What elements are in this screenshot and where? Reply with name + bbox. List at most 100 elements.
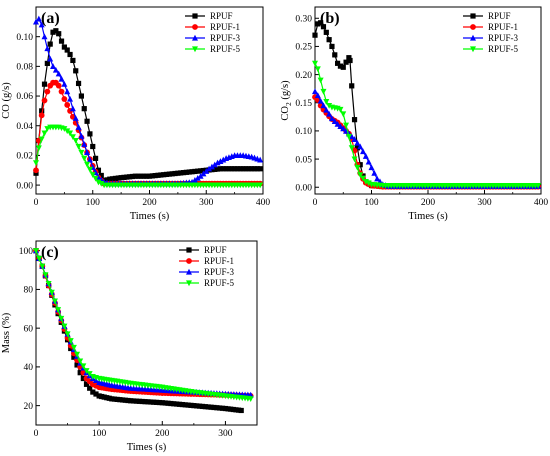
data-point — [354, 164, 361, 171]
data-point — [44, 88, 51, 95]
data-point — [90, 389, 96, 395]
data-point — [36, 255, 43, 262]
data-point — [332, 52, 338, 58]
data-point — [78, 149, 85, 156]
data-point — [90, 143, 96, 150]
data-point — [168, 400, 174, 407]
data-point — [132, 173, 138, 179]
data-point — [61, 44, 67, 50]
data-point — [33, 170, 39, 176]
data-point — [179, 401, 185, 408]
data-point — [72, 115, 79, 121]
legend-marker — [186, 280, 192, 287]
y-tick-label: 0.10 — [16, 33, 33, 43]
data-point — [73, 68, 79, 74]
data-point — [237, 166, 243, 172]
data-point — [159, 400, 165, 406]
data-point — [182, 402, 188, 408]
data-point — [191, 176, 198, 183]
data-point — [35, 145, 42, 152]
data-point — [61, 323, 68, 330]
data-point — [343, 122, 350, 129]
x-tick-label: 100 — [86, 198, 101, 208]
data-point — [211, 161, 218, 168]
data-point — [188, 402, 194, 408]
data-point — [206, 165, 213, 172]
data-point — [71, 354, 77, 360]
data-point — [107, 176, 113, 182]
data-point — [67, 338, 74, 344]
x-tick-label: 100 — [364, 198, 379, 208]
data-point — [83, 368, 90, 374]
data-point — [86, 371, 93, 377]
data-point — [196, 403, 203, 409]
data-point — [215, 166, 221, 172]
data-point — [257, 182, 264, 189]
data-point — [44, 45, 51, 52]
legend-marker — [192, 13, 198, 19]
series-rpuf-5 — [33, 124, 264, 189]
data-point — [357, 172, 364, 179]
data-point — [72, 137, 79, 144]
data-point — [362, 153, 369, 159]
y-tick-label: 0.00 — [295, 183, 312, 193]
data-point — [217, 166, 224, 172]
data-point — [69, 134, 76, 141]
data-point — [220, 166, 226, 172]
data-point — [61, 96, 68, 102]
y-tick-label: 0.04 — [16, 122, 33, 132]
data-point — [202, 404, 208, 410]
data-point — [48, 289, 55, 296]
data-point — [78, 132, 85, 139]
legend-label: RPUF-5 — [488, 44, 519, 54]
data-point — [64, 88, 71, 95]
legend-item: RPUF — [179, 245, 227, 255]
data-point — [374, 175, 381, 182]
data-point — [240, 166, 246, 172]
data-point — [205, 404, 211, 410]
data-point — [357, 143, 364, 150]
y-tick-label: 0.08 — [16, 63, 33, 73]
data-point — [172, 170, 178, 177]
data-point — [208, 404, 214, 410]
x-axis-label: Times (s) — [130, 211, 170, 222]
data-point — [197, 168, 204, 174]
data-point — [314, 66, 321, 73]
data-point — [156, 399, 163, 406]
data-point — [249, 166, 255, 172]
x-tick-label: 300 — [218, 429, 233, 439]
data-point — [115, 175, 121, 181]
data-point — [129, 173, 136, 180]
data-point — [194, 174, 201, 181]
x-tick-label: 200 — [142, 198, 157, 208]
data-point — [314, 92, 321, 99]
data-point — [337, 123, 344, 130]
data-point — [176, 401, 183, 407]
data-point — [247, 396, 254, 403]
y-tick-label: 20 — [24, 402, 34, 412]
x-axis-label: Times (s) — [408, 211, 448, 222]
legend-label: RPUF-3 — [204, 267, 235, 277]
legend-item: RPUF-1 — [185, 22, 240, 32]
data-point — [92, 175, 99, 182]
data-point — [77, 358, 84, 365]
data-point — [349, 83, 355, 89]
data-point — [175, 170, 181, 176]
data-point — [39, 263, 46, 270]
data-point — [360, 148, 367, 155]
data-point — [351, 136, 358, 142]
data-point — [354, 145, 360, 151]
legend-label: RPUF — [488, 11, 511, 21]
series-line — [314, 96, 539, 188]
data-point — [328, 115, 335, 122]
data-point — [220, 156, 227, 163]
legend-item: RPUF-1 — [463, 22, 518, 32]
data-point — [334, 120, 341, 127]
data-point — [163, 171, 170, 178]
data-point — [47, 41, 53, 47]
legend-marker — [192, 34, 198, 41]
data-point — [317, 97, 324, 104]
legend-marker — [470, 46, 476, 53]
data-point — [33, 18, 39, 25]
data-point — [52, 66, 59, 73]
